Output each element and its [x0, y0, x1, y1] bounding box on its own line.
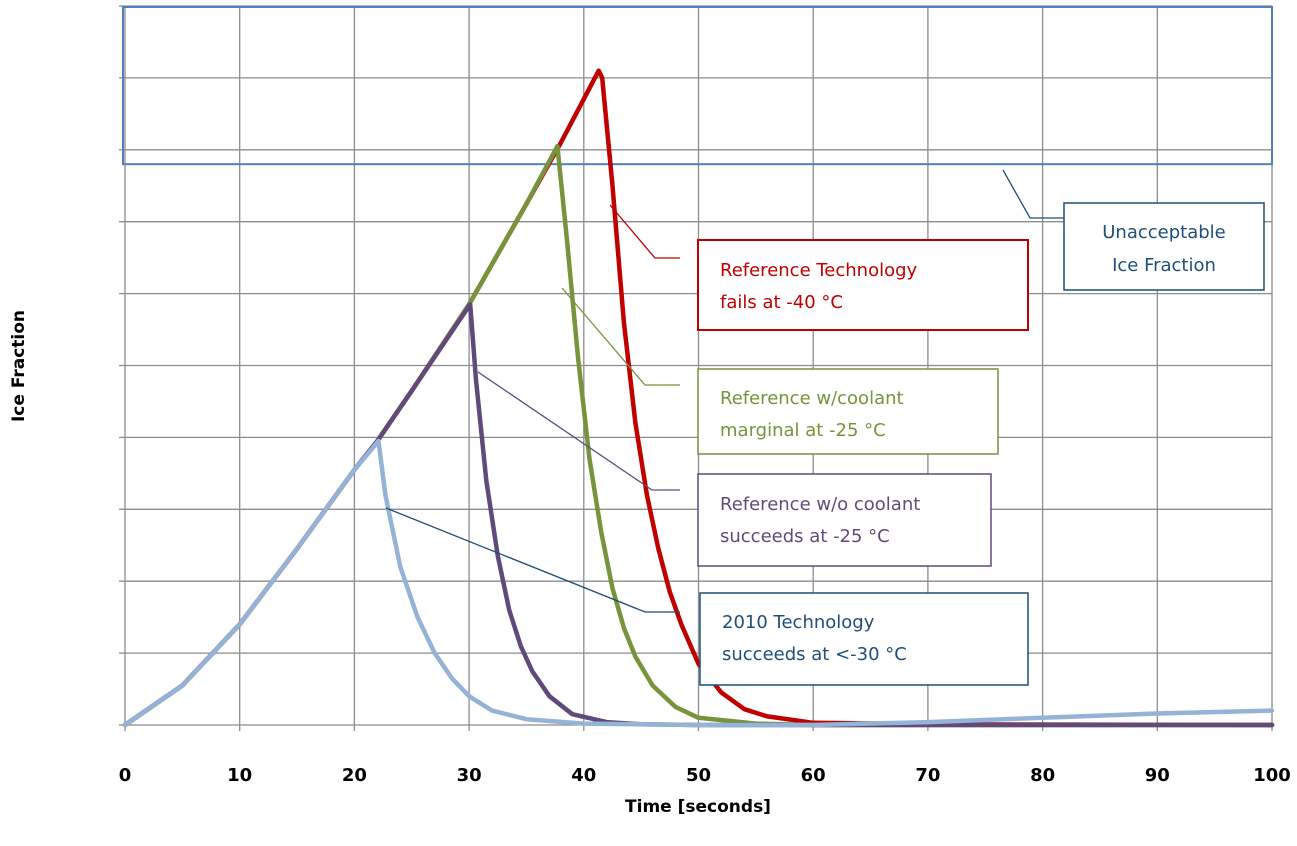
series-lines: [122, 68, 1275, 728]
callout-2010-technology: 2010 Technology succeeds at <-30 °C: [699, 592, 1029, 686]
callout-unacceptable-box: [1063, 202, 1265, 291]
callout-reference-without-coolant-box: [697, 473, 992, 567]
callout-reference-with-coolant-line1: Reference w/coolant: [720, 388, 904, 409]
callout-reference-without-coolant-line1: Reference w/o coolant: [720, 494, 920, 515]
connector-reference-technology: [609, 204, 680, 259]
callout-reference-without-coolant: Reference w/o coolant succeeds at -25 °C: [697, 473, 992, 567]
callout-reference-technology-line2: fails at -40 °C: [720, 292, 843, 313]
callout-reference-technology-line1: Reference Technology: [720, 260, 918, 281]
x-tick-label: 100: [1253, 765, 1291, 786]
x-axis-title: Time [seconds]: [625, 797, 771, 817]
x-tick-label: 80: [1030, 765, 1055, 786]
callout-reference-with-coolant-box: [697, 368, 999, 455]
x-tick-label: 50: [686, 765, 711, 786]
callout-2010-technology-box: [699, 592, 1029, 686]
callout-reference-technology: Reference Technology fails at -40 °C: [697, 239, 1029, 331]
x-tick-label: 40: [571, 765, 596, 786]
callout-reference-without-coolant-line2: succeeds at -25 °C: [720, 526, 890, 547]
connector-unacceptable: [1002, 169, 1064, 219]
x-tick-label: 10: [227, 765, 252, 786]
x-tick-label: 0: [119, 765, 132, 786]
callout-unacceptable-line1: Unacceptable: [1102, 222, 1226, 243]
x-tick-labels: 0 10 20 30 40 50 60 70 80 90 100: [119, 765, 1291, 786]
unacceptable-region-border: [122, 6, 1273, 166]
callout-unacceptable: Unacceptable Ice Fraction: [1063, 202, 1265, 291]
x-tick-label: 90: [1145, 765, 1170, 786]
callout-reference-with-coolant-line2: marginal at -25 °C: [720, 420, 886, 441]
x-tick-label: 20: [342, 765, 367, 786]
x-tick-label: 30: [457, 765, 482, 786]
x-tick-label: 70: [915, 765, 940, 786]
connector-2010-technology: [385, 507, 680, 613]
callout-2010-technology-line2: succeeds at <-30 °C: [722, 644, 907, 665]
connector-reference-with-coolant: [561, 287, 680, 386]
y-axis-title: Ice Fraction: [9, 310, 29, 422]
series-2010-technology: [122, 438, 1275, 728]
callout-connectors: [385, 169, 1064, 613]
callout-reference-technology-box: [697, 239, 1029, 331]
callout-reference-with-coolant: Reference w/coolant marginal at -25 °C: [697, 368, 999, 455]
callout-unacceptable-line2: Ice Fraction: [1112, 255, 1216, 276]
x-tick-label: 60: [801, 765, 826, 786]
connector-reference-without-coolant: [477, 371, 680, 491]
callout-2010-technology-line1: 2010 Technology: [722, 612, 875, 633]
gridlines: [119, 5, 1273, 731]
unacceptable-region: [122, 6, 1273, 166]
